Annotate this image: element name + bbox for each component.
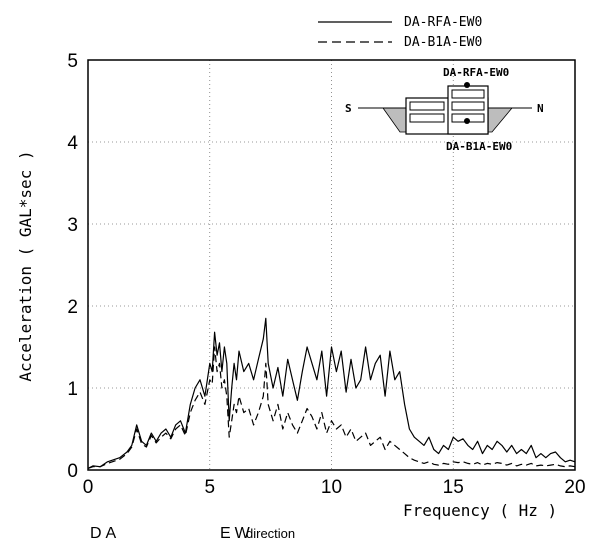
y-tick-label: 0 [67, 461, 78, 482]
direction-caption-suffix: direction [246, 526, 295, 541]
x-tick-label: 10 [321, 477, 342, 498]
inset-left-label: S [345, 102, 352, 115]
y-tick-labels: 0 1 2 3 4 5 [67, 51, 78, 482]
floor-slot [451, 89, 485, 99]
series-layer [87, 317, 576, 469]
x-tick-labels: 0 5 10 15 20 [83, 477, 586, 498]
series-line-2 [87, 346, 576, 469]
direction-caption-prefix: EW [220, 525, 254, 542]
floor-slot [409, 113, 445, 123]
inset-bottom-sensor-label: DA-B1A-EW0 [446, 140, 512, 153]
legend-label-series-1: DA-RFA-EW0 [404, 15, 482, 30]
series-line-1 [87, 317, 576, 469]
inset-right-label: N [537, 102, 544, 115]
x-tick-label: 0 [83, 477, 94, 498]
sensor-marker-top [464, 82, 470, 88]
y-tick-label: 2 [67, 297, 78, 318]
site-caption: DA [90, 525, 120, 542]
y-tick-label: 5 [67, 51, 78, 72]
x-tick-label: 20 [564, 477, 585, 498]
floor-slot [451, 101, 485, 111]
y-axis-label: Acceleration ( GAL*sec ) [16, 150, 35, 381]
plot-frame [87, 59, 576, 471]
x-tick-label: 5 [204, 477, 215, 498]
x-tick-label: 15 [443, 477, 464, 498]
y-tick-label: 1 [67, 379, 78, 400]
sensor-marker-bottom [464, 118, 470, 124]
grid [88, 60, 575, 470]
y-tick-label: 3 [67, 215, 78, 236]
legend: DA-RFA-EW0 DA-B1A-EW0 [318, 15, 482, 50]
ground-hatch-right [487, 107, 513, 133]
inset-top-sensor-label: DA-RFA-EW0 [443, 66, 509, 79]
y-tick-label: 4 [67, 133, 78, 154]
floor-slot [409, 101, 445, 111]
building-inset: DA-RFA-EW0 DA-B1A-EW0 S N [345, 66, 544, 153]
legend-label-series-2: DA-B1A-EW0 [404, 35, 482, 50]
x-axis-label: Frequency ( Hz ) [403, 501, 557, 520]
ground-hatch-left [382, 107, 407, 133]
